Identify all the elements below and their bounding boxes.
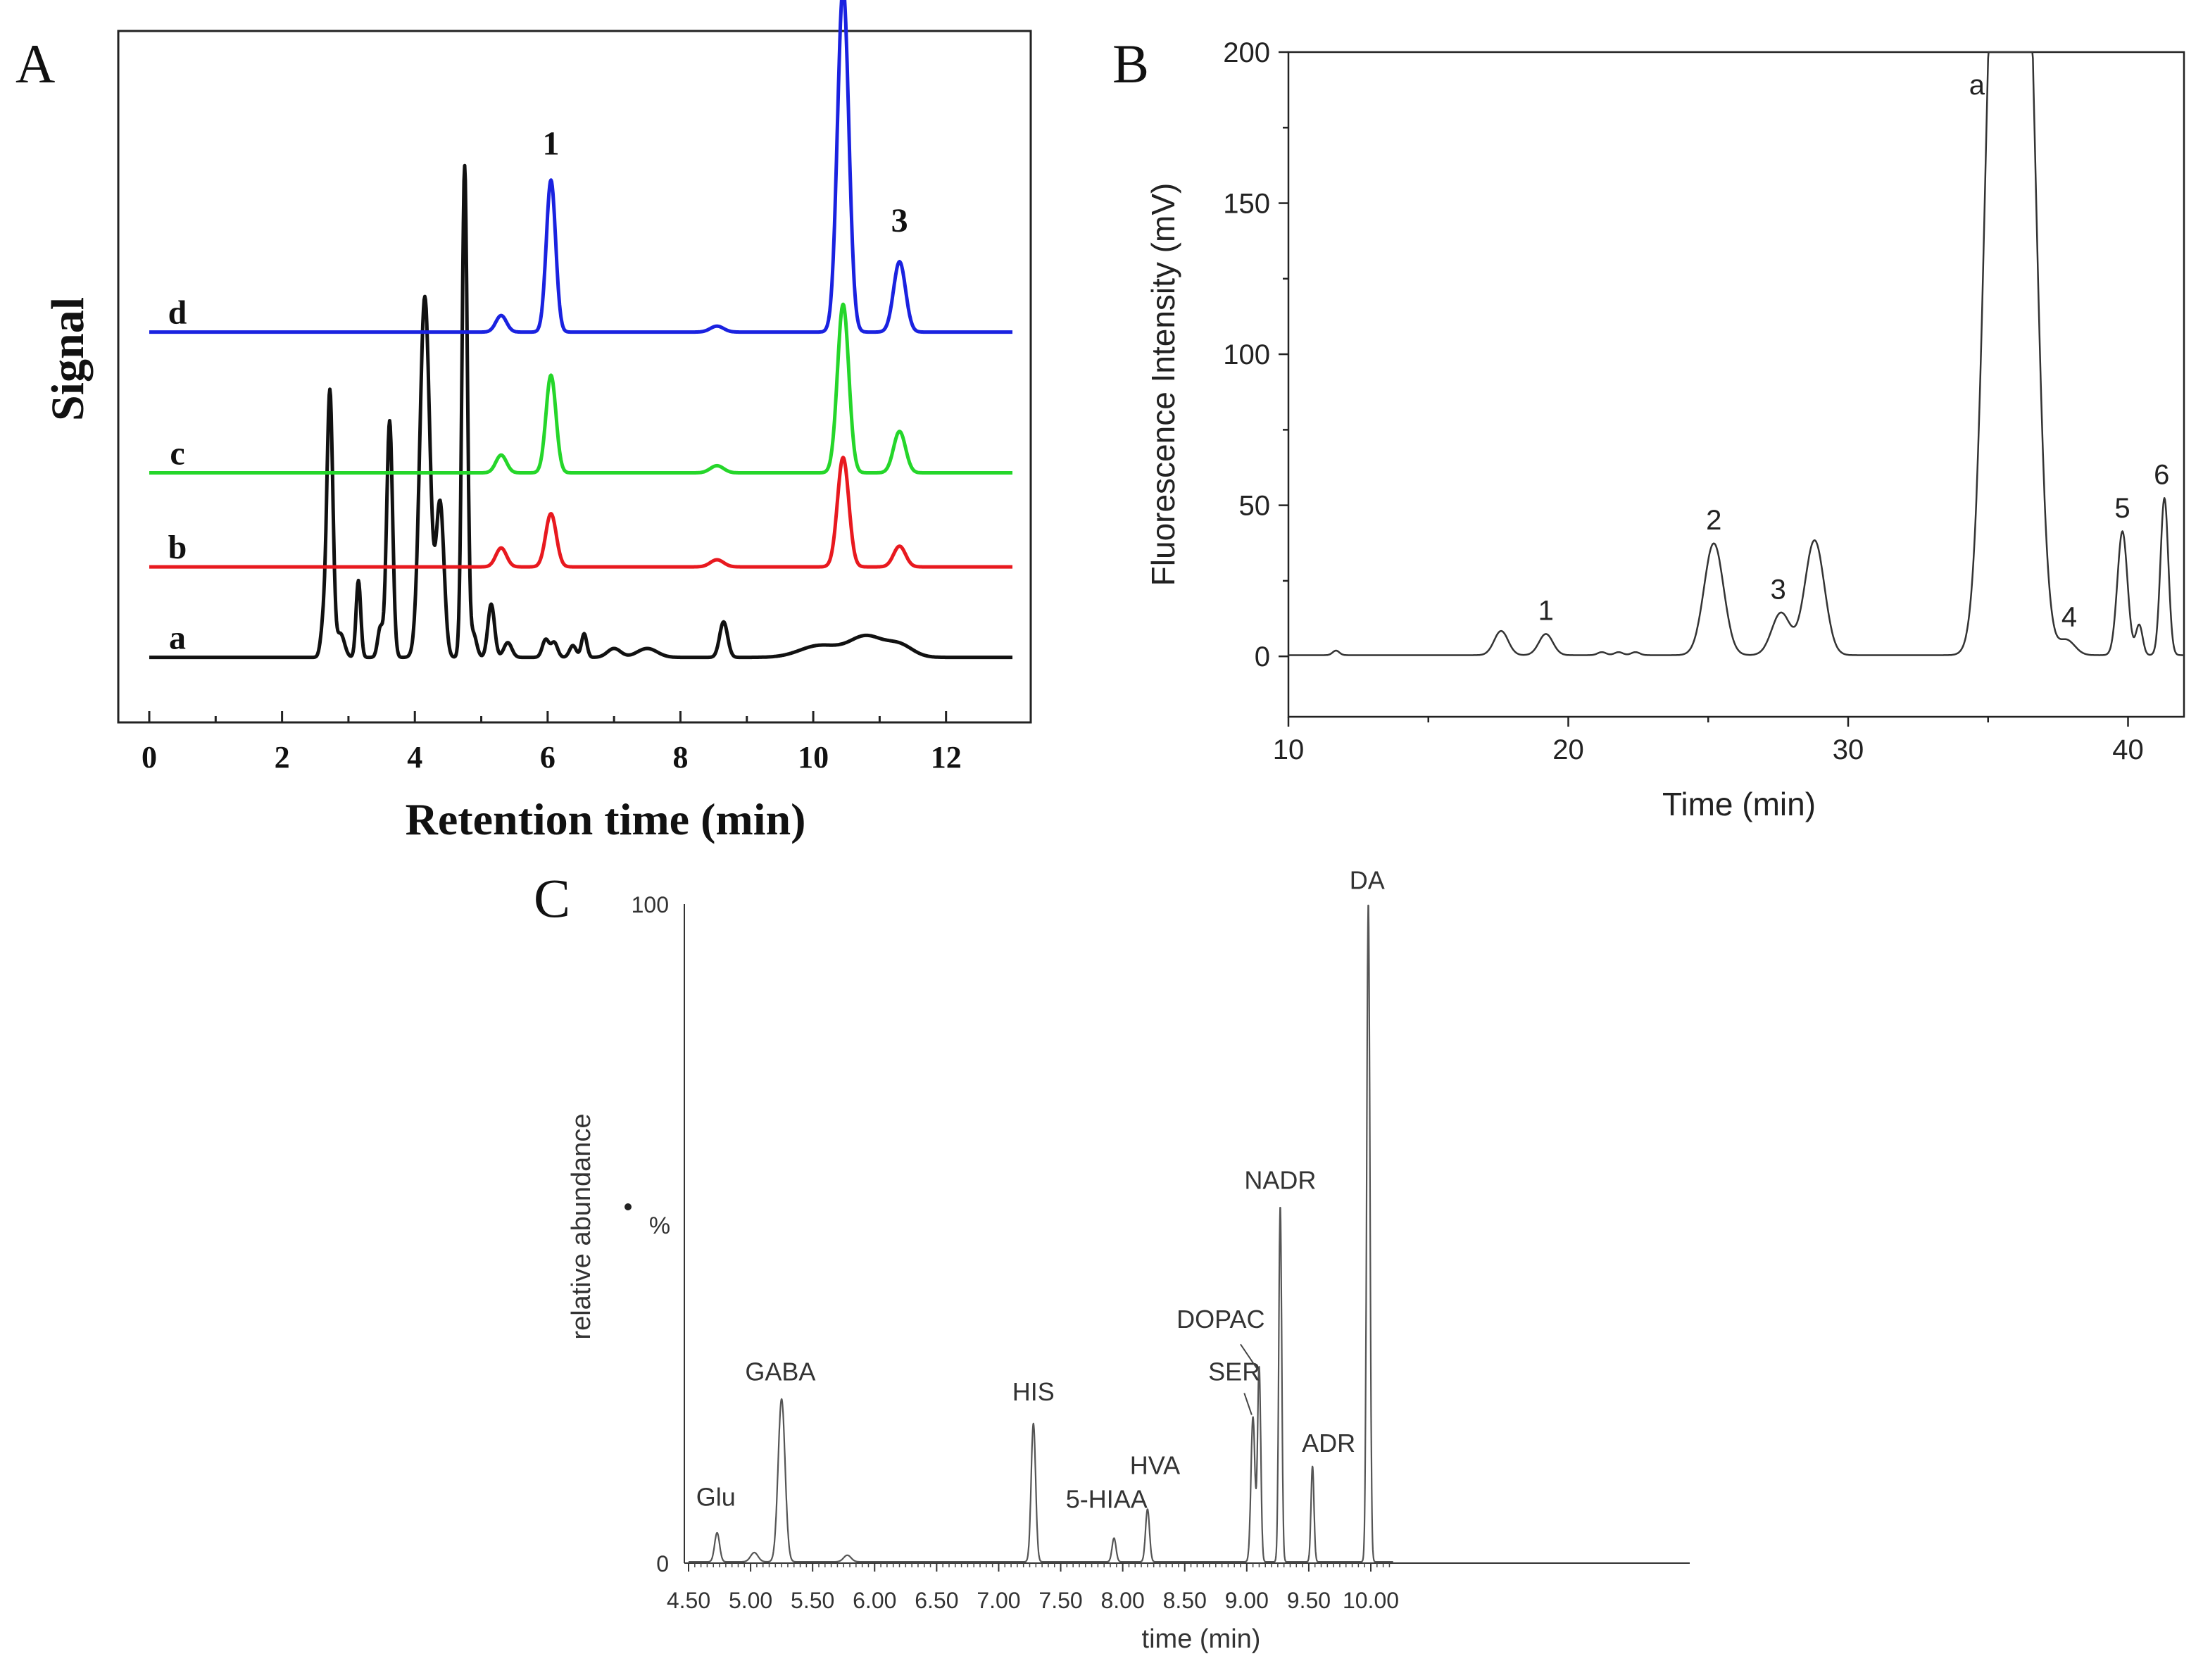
- panel-b-peak-label: 5: [2114, 493, 2130, 524]
- panel-b-ticks: [1279, 51, 2129, 727]
- panel-b-y-tick-label: 200: [1223, 37, 1270, 68]
- panel-c-leader-line-ser: [1243, 1393, 1253, 1415]
- panel-c-x-tick-label: 4.50: [667, 1588, 710, 1613]
- panel-c-peak-label: DA: [1350, 865, 1385, 894]
- panel-b: B 10 20 30 40 0 50 100 150 200 1 2 3 a 4 56 Time (min…: [1112, 33, 2185, 822]
- panel-b-peak-labels: 1 2 3 a 4 56: [1538, 70, 2170, 632]
- panel-a-series-line-b: [148, 456, 1014, 569]
- panel-c-peak-label: Glu: [696, 1483, 736, 1512]
- panel-c-y-axis-label: relative abundance: [567, 1113, 596, 1339]
- panel-a-series-labels: a b c d: [168, 294, 187, 657]
- panel-b-frame: [1287, 51, 2185, 718]
- panel-b-series: [1288, 51, 2185, 656]
- panel-c-peak-label: ADR: [1302, 1429, 1355, 1458]
- panel-b-y-tick-label: 50: [1239, 491, 1271, 522]
- panel-c-x-tick-label: 5.50: [791, 1588, 834, 1613]
- panel-c-x-tick-label: 5.00: [729, 1588, 772, 1613]
- panel-a-frame: [117, 30, 1032, 724]
- panel-a-x-tick-label: 0: [142, 740, 157, 775]
- panel-a-x-tick-label: 6: [540, 740, 556, 775]
- panel-b-tick-labels: 10 20 30 40 0 50 100 150 200: [1223, 37, 2144, 765]
- panel-c-series-line: [688, 904, 1394, 1563]
- panel-a-x-tick-label: 2: [275, 740, 290, 775]
- panel-a-series-label-d: d: [168, 294, 187, 332]
- panel-a: A 0 2 4 6 8 10 12 a b c d 123 Retention time (min…: [15, 0, 1032, 844]
- panel-a-series-line-d: [148, 0, 1014, 334]
- panel-label-a: A: [15, 33, 55, 94]
- panel-c-peak-label: SER: [1208, 1358, 1260, 1386]
- panel-b-peak-label: a: [1969, 70, 1985, 101]
- panel-c-x-tick-label: 6.00: [853, 1588, 896, 1613]
- panel-c-x-tick-label: 7.00: [977, 1588, 1020, 1613]
- panel-b-x-tick-label: 10: [1273, 734, 1305, 765]
- panel-b-peak-label: 2: [1706, 505, 1721, 536]
- panel-a-ticks: [148, 711, 948, 722]
- panel-a-x-tick-label: 10: [798, 740, 829, 775]
- panel-c-series: [688, 904, 1394, 1563]
- panel-label-c: C: [534, 867, 570, 929]
- panel-b-x-tick-label: 40: [2112, 734, 2144, 765]
- panel-c-y-tick-label: 0: [656, 1551, 669, 1576]
- panel-b-y-tick-label: 100: [1223, 339, 1270, 370]
- panel-b-peak-label: 1: [1538, 596, 1554, 627]
- panel-c-x-tick-label: 8.50: [1163, 1588, 1207, 1613]
- panel-c-percent-label: %: [649, 1212, 670, 1239]
- panel-c-marker-dot: [625, 1203, 632, 1210]
- panel-c-y-tick-label: 100: [632, 892, 669, 917]
- panel-b-x-tick-label: 20: [1552, 734, 1584, 765]
- panel-b-y-tick-label: 0: [1255, 641, 1270, 672]
- panel-c-tick-labels: 4.50 5.00 5.50 6.00 6.50 7.00 7.50 8.00 8.50 9.00…: [632, 892, 1399, 1613]
- panel-a-series-line-c: [148, 302, 1014, 475]
- panel-b-y-tick-label: 150: [1223, 189, 1270, 220]
- panel-b-x-tick-label: 30: [1833, 734, 1864, 765]
- panel-c: C 4.50 5.00 5.50 6.00 6.50 7.00 7.50 8.00 8.50 9.…: [534, 865, 1690, 1654]
- panel-b-peak-label: 4: [2061, 601, 2077, 632]
- panel-c-x-tick-label: 10.00: [1343, 1588, 1399, 1613]
- panel-c-x-tick-label: 7.50: [1038, 1588, 1082, 1613]
- panel-a-series-label-a: a: [169, 620, 186, 657]
- panel-c-peak-label: DOPAC: [1176, 1305, 1264, 1334]
- panel-c-peak-label: NADR: [1244, 1165, 1316, 1194]
- panel-a-peak-label: 1: [543, 125, 560, 163]
- panel-a-peak-labels: 123: [543, 125, 908, 239]
- panel-b-series-line: [1288, 51, 2185, 656]
- panel-b-peak-label: 3: [1771, 575, 1786, 606]
- panel-a-series-label-c: c: [170, 435, 184, 472]
- panel-a-peak-label: 3: [891, 202, 908, 239]
- panel-c-leader-line-dopac: [1240, 1343, 1259, 1371]
- panel-a-tick-labels: 0 2 4 6 8 10 12: [142, 740, 962, 775]
- panel-c-x-tick-label: 9.00: [1225, 1588, 1269, 1613]
- panel-a-series-label-b: b: [168, 529, 187, 566]
- panel-a-series-line-a: [148, 163, 1014, 660]
- panel-c-x-axis-label: time (min): [1142, 1624, 1261, 1654]
- panel-c-x-tick-label: 6.50: [915, 1588, 958, 1613]
- panel-c-peak-label: 5-HIAA: [1066, 1484, 1148, 1513]
- panel-a-x-tick-label: 8: [672, 740, 688, 775]
- panel-c-peak-labels: Glu GABA HIS 5-HIAA HVA DOPAC SER NADR ADR DA: [696, 865, 1385, 1513]
- panel-c-peak-label: GABA: [745, 1358, 815, 1386]
- panel-c-x-tick-label: 8.00: [1100, 1588, 1144, 1613]
- panel-c-ticks: [688, 1563, 1391, 1572]
- panel-a-series: [148, 0, 1014, 660]
- panel-a-x-tick-label: 4: [407, 740, 422, 775]
- panel-a-x-tick-label: 12: [931, 740, 962, 775]
- panel-c-x-tick-label: 9.50: [1287, 1588, 1331, 1613]
- panel-c-peak-label: HIS: [1012, 1377, 1055, 1406]
- panel-a-x-axis-label: Retention time (min): [406, 794, 806, 844]
- panel-b-x-axis-label: Time (min): [1662, 786, 1816, 822]
- panel-b-y-axis-label: Fluorescence Intensity (mV): [1145, 183, 1181, 587]
- panel-c-peak-label: HVA: [1130, 1451, 1180, 1480]
- panel-label-b: B: [1112, 33, 1149, 94]
- panel-b-peak-label: 6: [2154, 460, 2169, 491]
- panel-a-y-axis-label: Signal: [42, 297, 94, 421]
